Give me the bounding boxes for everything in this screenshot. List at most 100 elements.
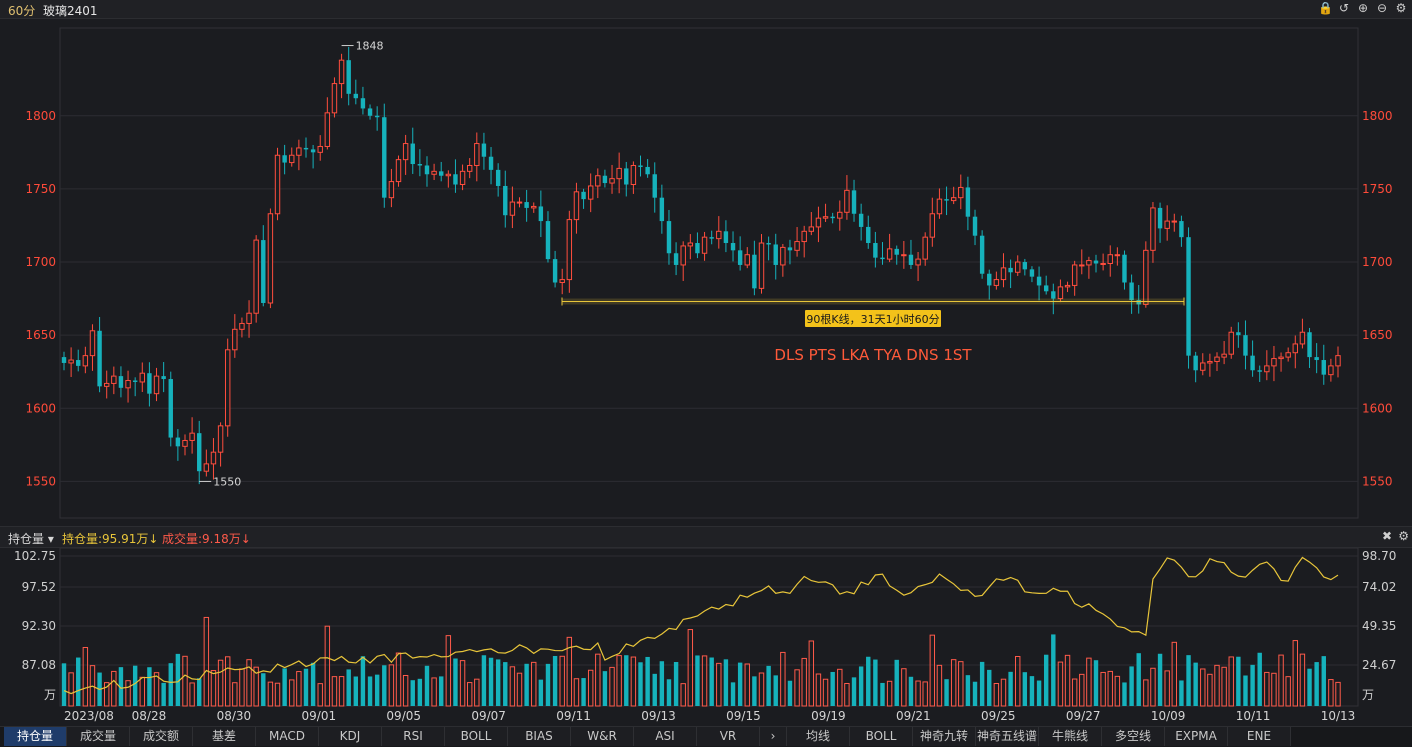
volume-bar-up	[573, 678, 580, 707]
period-label[interactable]: 60分	[8, 4, 36, 18]
candle-body-down	[261, 240, 266, 303]
candle-body-down	[1029, 269, 1035, 277]
tab-8[interactable]: BIAS	[508, 727, 571, 746]
tab-4[interactable]: MACD	[256, 727, 319, 746]
tab-16[interactable]: 神奇五线谱	[976, 727, 1039, 746]
tab-14[interactable]: BOLL	[850, 727, 913, 746]
volume-bar-down	[147, 667, 152, 706]
volume-bar-down	[382, 665, 387, 706]
candle-body-down	[97, 330, 102, 387]
tab-3[interactable]: 基差	[193, 727, 256, 746]
volume-bar-down	[545, 663, 551, 706]
candle-body-up	[1071, 264, 1078, 286]
volume-bar-down	[168, 663, 173, 706]
volume-bar-up	[716, 662, 722, 707]
tab-17[interactable]: 牛熊线	[1039, 727, 1102, 746]
volume-bar-down	[538, 679, 544, 706]
volume-bar-up	[1171, 641, 1178, 707]
volume-bar-down	[987, 669, 992, 706]
candle-body-up	[388, 181, 395, 199]
tab-6[interactable]: RSI	[382, 727, 445, 746]
candle-body-down	[410, 143, 415, 165]
tab-1[interactable]: 成交量	[67, 727, 130, 746]
tab-19[interactable]: EXPMA	[1165, 727, 1228, 746]
candle-body-up	[1171, 220, 1178, 223]
volume-bar-down	[1250, 664, 1255, 706]
indicator-tabs: 持仓量 成交量 成交额 基差 MACD KDJ RSI BOLL BIAS W&R ASI VR › 均线…	[0, 726, 1412, 747]
x-tick-label: 09/07	[471, 709, 506, 723]
volume-bar-up	[217, 659, 224, 707]
volume-bar-down	[481, 655, 487, 706]
indicator-selector[interactable]: 持仓量 ▾	[8, 532, 54, 546]
candle-body-down	[866, 226, 871, 244]
volume-bar-down	[1321, 656, 1326, 706]
volume-bar-up	[509, 666, 516, 707]
volume-bar-up	[822, 678, 829, 707]
volume-bar-down	[645, 656, 650, 706]
candle-body-up	[474, 143, 480, 166]
volume-bar-down	[453, 658, 458, 706]
candle-body-down	[424, 165, 430, 175]
tab-5[interactable]: KDJ	[319, 727, 382, 746]
tab-18[interactable]: 多空线	[1102, 727, 1165, 746]
undo-icon[interactable]: ↺	[1338, 1, 1350, 15]
tab-7[interactable]: BOLL	[445, 727, 508, 746]
candle-body-up	[901, 254, 907, 257]
volume-bar-down	[1122, 682, 1127, 706]
tab-9[interactable]: W&R	[571, 727, 634, 746]
zoom-in-icon[interactable]: ⊕	[1357, 1, 1369, 15]
volume-bar-up	[182, 655, 188, 707]
volume-bar-down	[1314, 662, 1319, 706]
volume-bar-up	[1335, 681, 1341, 707]
tab-2[interactable]: 成交额	[130, 727, 193, 746]
candle-body-up	[1064, 284, 1071, 288]
gear-icon[interactable]: ⚙	[1395, 1, 1407, 15]
volume-bar-down	[1051, 634, 1056, 706]
volume-bar-up	[189, 682, 195, 707]
candle-body-down	[773, 244, 778, 265]
volume-bar-down	[1093, 660, 1099, 706]
lock-icon[interactable]: 🔒	[1318, 1, 1333, 15]
tab-12[interactable]: ›	[760, 727, 787, 746]
volume-bar-up	[111, 670, 117, 707]
x-tick-label: 09/05	[386, 709, 421, 723]
x-tick-label: 09/13	[641, 709, 676, 723]
volume-bar-down	[1243, 675, 1248, 706]
candle-body-up	[246, 312, 252, 324]
volume-bar-down	[659, 661, 665, 706]
tab-11[interactable]: VR	[697, 727, 760, 746]
volume-bar-down	[880, 682, 885, 706]
volume-bar-down	[1236, 656, 1241, 706]
volume-bar-up	[1292, 640, 1299, 707]
candle-body-up	[253, 239, 259, 314]
volume-bar-down	[894, 659, 899, 706]
volume-bar-up	[289, 679, 295, 707]
tab-13[interactable]: 均线	[787, 727, 850, 746]
close-indicator-icon[interactable]: ✖	[1381, 529, 1392, 543]
candle-body-down	[1043, 285, 1049, 292]
candle-body-up	[716, 230, 722, 240]
candle-body-down	[310, 149, 316, 153]
indicator-settings-icon[interactable]: ⚙	[1398, 529, 1409, 543]
candle-body-up	[886, 248, 893, 260]
volume-bar-up	[1328, 679, 1334, 707]
tab-10[interactable]: ASI	[634, 727, 697, 746]
volume-bar-up	[680, 683, 686, 707]
volume-bar-up	[1285, 676, 1291, 707]
symbol-label: 玻璃2401	[43, 4, 98, 18]
volume-bar-down	[61, 663, 67, 706]
candle-body-up	[609, 178, 615, 184]
candle-body-up	[68, 359, 74, 364]
volume-bar-down	[552, 655, 558, 706]
candle-body-down	[161, 376, 166, 380]
tab-15[interactable]: 神奇九转	[913, 727, 976, 746]
tab-20[interactable]: ENE	[1228, 727, 1291, 746]
volume-bar-up	[1200, 668, 1206, 707]
zoom-out-icon[interactable]: ⊖	[1376, 1, 1388, 15]
price-tick-label-left: 1800	[25, 109, 56, 123]
price-tick-label-left: 1650	[25, 328, 56, 342]
volume-bar-up	[203, 616, 210, 707]
tab-0[interactable]: 持仓量	[4, 727, 67, 746]
volume-bar-up	[609, 666, 615, 707]
